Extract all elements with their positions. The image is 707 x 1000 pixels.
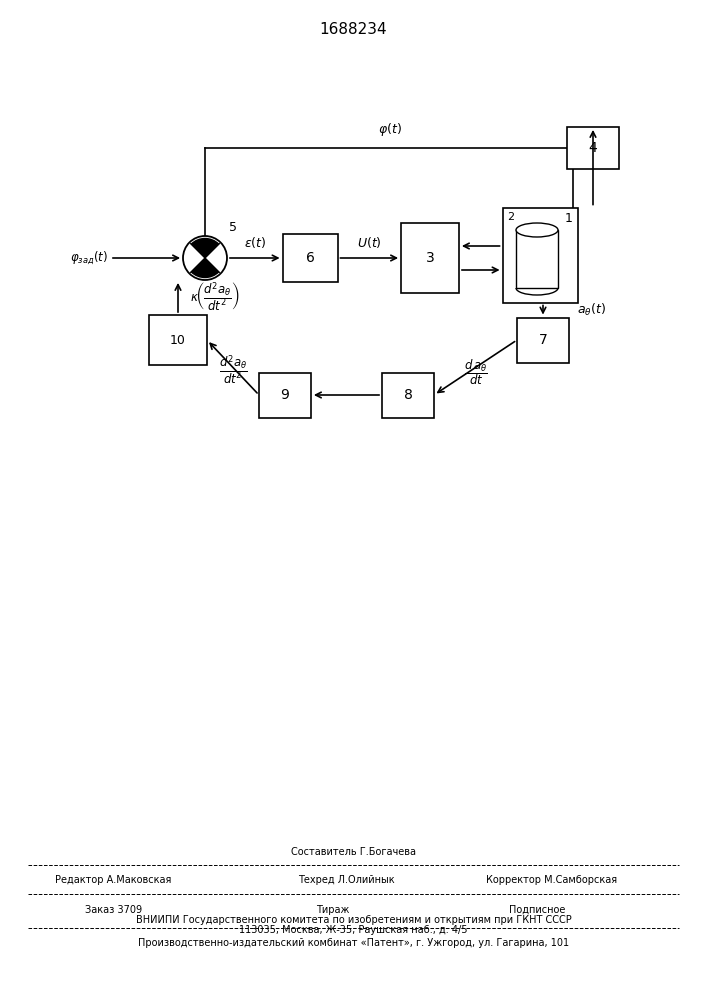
Bar: [149, 315, 207, 365]
Bar: [283, 234, 337, 282]
Text: $\kappa\!\left(\dfrac{d^2 a_{\theta}}{dt^2}\right)$: $\kappa\!\left(\dfrac{d^2 a_{\theta}}{dt…: [190, 281, 240, 314]
Text: Тираж: Тираж: [315, 905, 349, 915]
Text: 4: 4: [589, 141, 597, 155]
Text: 9: 9: [281, 388, 289, 402]
Bar: [259, 372, 311, 418]
Text: $\dfrac{d\,a_{\theta}}{dt}$: $\dfrac{d\,a_{\theta}}{dt}$: [464, 357, 487, 387]
Text: $\dfrac{d^2 a_{\theta}}{dt^2}$: $\dfrac{d^2 a_{\theta}}{dt^2}$: [218, 353, 247, 387]
Text: 113035, Москва, Ж-35, Раушская наб., д. 4/5: 113035, Москва, Ж-35, Раушская наб., д. …: [239, 925, 468, 935]
Bar: [517, 318, 569, 362]
Bar: [567, 127, 619, 169]
Bar: [516, 230, 558, 288]
Text: 5: 5: [229, 221, 237, 234]
Text: 1688234: 1688234: [319, 22, 387, 37]
Text: ВНИИПИ Государственного комитета по изобретениям и открытиям при ГКНТ СССР: ВНИИПИ Государственного комитета по изоб…: [136, 915, 571, 925]
Text: 1: 1: [565, 213, 573, 226]
Circle shape: [183, 236, 227, 280]
Text: Корректор М.Самборская: Корректор М.Самборская: [486, 875, 617, 885]
Text: Производственно-издательский комбинат «Патент», г. Ужгород, ул. Гагарина, 101: Производственно-издательский комбинат «П…: [138, 938, 569, 948]
Text: Составитель Г.Богачева: Составитель Г.Богачева: [291, 847, 416, 857]
Text: 2: 2: [508, 213, 515, 223]
Text: $\varphi_{зад}(t)$: $\varphi_{зад}(t)$: [70, 250, 108, 266]
Text: 7: 7: [539, 333, 547, 347]
Text: Подписное: Подписное: [509, 905, 566, 915]
Wedge shape: [191, 258, 219, 278]
Wedge shape: [191, 238, 219, 258]
Text: 6: 6: [305, 251, 315, 265]
Text: $a_{\theta}(t)$: $a_{\theta}(t)$: [577, 302, 606, 318]
Text: 10: 10: [170, 334, 186, 347]
Text: 3: 3: [426, 251, 434, 265]
Ellipse shape: [516, 223, 558, 237]
Text: Заказ 3709: Заказ 3709: [85, 905, 142, 915]
Text: $\varphi(t)$: $\varphi(t)$: [378, 121, 402, 138]
Text: Редактор А.Маковская: Редактор А.Маковская: [55, 875, 171, 885]
Text: $U(t)$: $U(t)$: [357, 235, 382, 250]
Text: Техред Л.Олийнык: Техред Л.Олийнык: [298, 875, 395, 885]
Bar: [382, 372, 434, 418]
Text: $\varepsilon(t)$: $\varepsilon(t)$: [244, 235, 266, 250]
Bar: [401, 223, 459, 293]
Text: 8: 8: [404, 388, 412, 402]
Bar: [503, 208, 578, 302]
